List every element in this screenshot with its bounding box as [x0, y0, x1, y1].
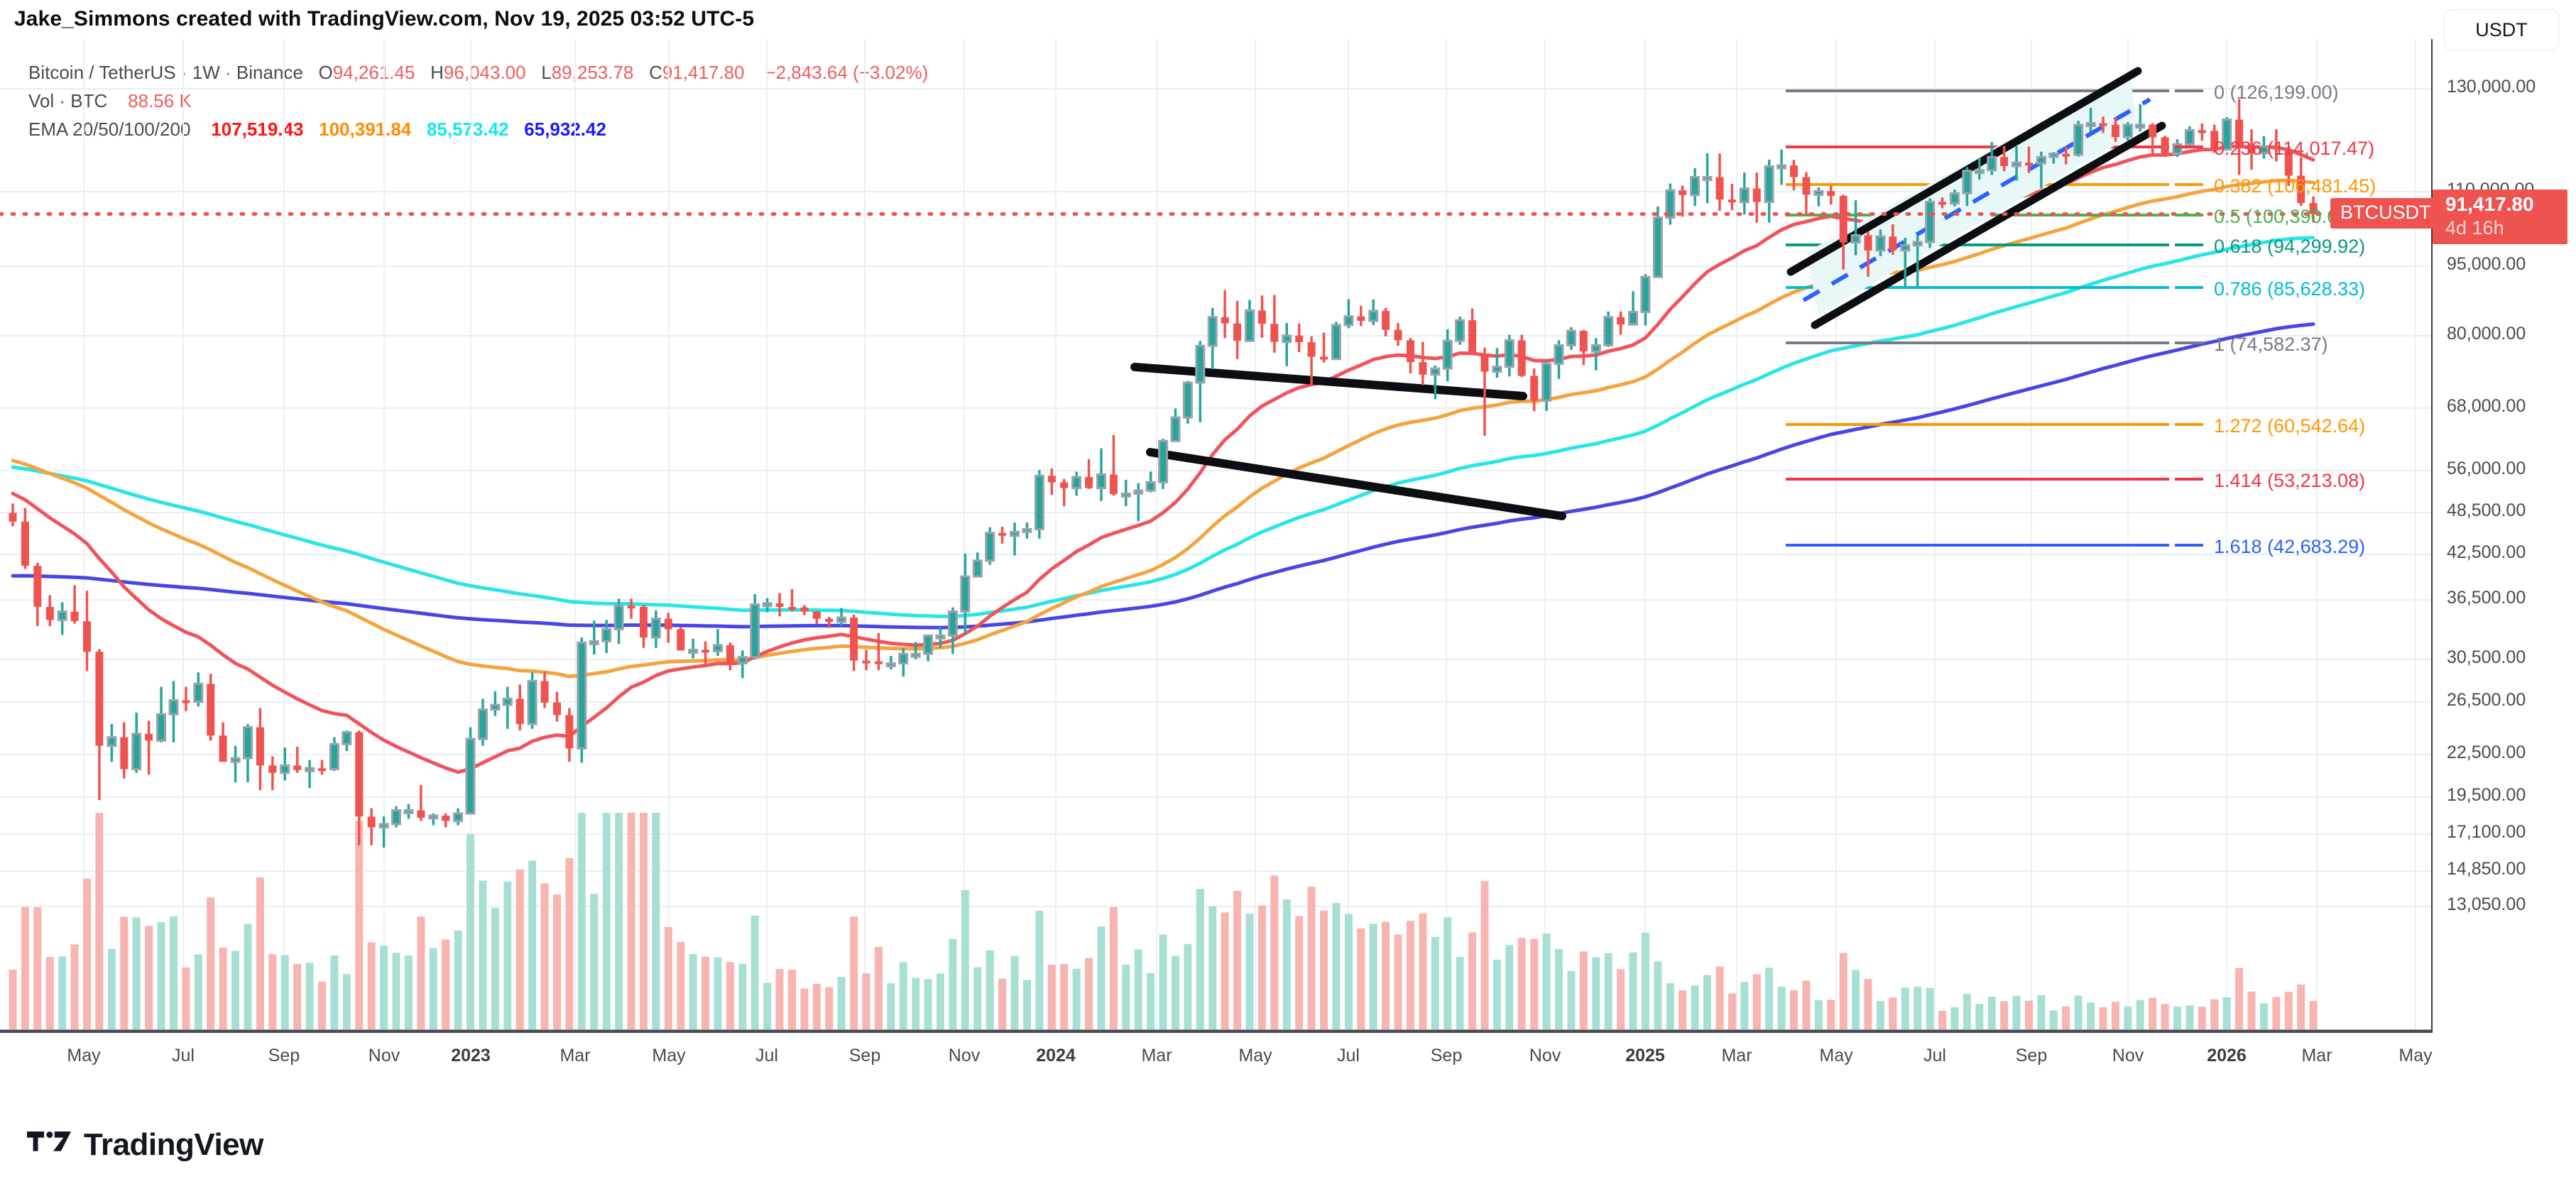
- price-tick: 17,100.00: [2447, 822, 2526, 842]
- legend-volume-label[interactable]: Vol · BTC: [28, 90, 108, 111]
- price-tick: 48,500.00: [2447, 500, 2526, 520]
- legend-dot-1: ·: [180, 62, 187, 83]
- ema200-line: [11, 322, 2315, 630]
- tradingview-brand: TradingView: [27, 1127, 263, 1163]
- fib-level-label: 1.414 (53,213.08): [2214, 470, 2365, 491]
- grid-lines: [0, 39, 2431, 1033]
- legend-ema50-value: 100,391.84: [319, 119, 412, 140]
- price-tick: 42,500.00: [2447, 542, 2526, 562]
- ema50-line: [11, 178, 2315, 679]
- price-tick: 14,850.00: [2447, 859, 2526, 879]
- time-scale[interactable]: May Jul Sep Nov 2023 Mar May Jul Sep Nov 2024 Mar Ma…: [0, 1033, 2433, 1083]
- legend-interval[interactable]: 1W: [192, 62, 220, 83]
- fib-level-label: 0.382 (106,481.45): [2214, 175, 2376, 197]
- price-tick: 22,500.00: [2447, 743, 2526, 762]
- legend-ema-label[interactable]: EMA 20/50/100/200: [28, 119, 191, 140]
- time-tick: 2024: [1036, 1046, 1076, 1065]
- legend-close-value: 91,417.80: [662, 62, 745, 83]
- legend-close-key: C: [649, 62, 662, 83]
- price-tick: 36,500.00: [2447, 588, 2526, 608]
- time-tick: Jul: [1337, 1046, 1360, 1065]
- fib-level-label: 1.272 (60,542.64): [2214, 415, 2365, 437]
- currency-chip[interactable]: USDT: [2444, 9, 2559, 50]
- time-tick: Nov: [948, 1046, 981, 1065]
- price-tick: 26,500.00: [2447, 690, 2526, 710]
- price-scale[interactable]: USDT 130,000.00110,000.0095,000.0080,000…: [2431, 9, 2576, 1033]
- candlesticks: [9, 99, 2318, 848]
- time-tick: Jul: [755, 1046, 778, 1065]
- time-tick: May: [652, 1046, 686, 1065]
- price-scale-divider: [2431, 39, 2433, 1033]
- time-tick: Nov: [1529, 1046, 1561, 1065]
- legend-exchange[interactable]: Binance: [236, 62, 303, 83]
- legend-volume-value: 88.56 K: [128, 90, 192, 111]
- time-tick: Mar: [1141, 1046, 1172, 1065]
- fib-level-label: 0 (126,199.00): [2214, 82, 2339, 103]
- price-tick: 68,000.00: [2447, 396, 2526, 416]
- time-tick: Sep: [1430, 1046, 1463, 1065]
- legend-open-value: 94,261.45: [332, 62, 415, 83]
- time-tick: May: [1238, 1046, 1272, 1065]
- time-tick: 2023: [451, 1046, 491, 1065]
- symbol-price-badge[interactable]: BTCUSDT: [2330, 198, 2441, 229]
- current-price-value: 91,417.80: [2445, 193, 2534, 216]
- time-tick: May: [67, 1046, 101, 1065]
- volume-bars: [0, 813, 2431, 1033]
- legend-row-ema: EMA 20/50/100/200 107,519.43 100,391.84 …: [28, 115, 928, 143]
- price-tick: 130,000.00: [2447, 77, 2536, 97]
- time-tick: Sep: [848, 1046, 881, 1065]
- price-tick: 19,500.00: [2447, 785, 2526, 805]
- watermark-credit: Jake_Simmons created with TradingView.co…: [14, 7, 755, 31]
- time-tick: 2026: [2207, 1046, 2247, 1065]
- fib-level-label: 1.618 (42,683.29): [2214, 536, 2365, 557]
- fib-level-label: 0.786 (85,628.33): [2214, 278, 2365, 300]
- time-scale-divider: [0, 1033, 2431, 1034]
- legend-low-key: L: [541, 62, 552, 83]
- tradingview-logo-icon: [27, 1132, 71, 1151]
- time-tick: Jul: [172, 1046, 195, 1065]
- fib-level-labels: 0 (126,199.00) 0.236 (114,017.47) 0.382 (1…: [2175, 82, 2376, 557]
- time-tick: Mar: [2301, 1046, 2332, 1065]
- time-tick: Mar: [1721, 1046, 1752, 1065]
- time-tick: May: [2398, 1046, 2433, 1065]
- legend-low-value: 89,253.78: [551, 62, 634, 83]
- tradingview-brand-name: TradingView: [84, 1127, 263, 1162]
- legend-ema20-value: 107,519.43: [211, 119, 304, 140]
- time-tick: 2025: [1625, 1046, 1665, 1065]
- legend-change: −2,843.64 (−3.02%): [765, 62, 929, 83]
- time-tick: Jul: [1923, 1046, 1946, 1065]
- legend-row-volume: Vol · BTC 88.56 K: [28, 87, 928, 115]
- time-tick: Nov: [368, 1046, 400, 1065]
- time-tick: Sep: [268, 1046, 300, 1065]
- legend-symbol[interactable]: Bitcoin / TetherUS: [28, 62, 176, 83]
- price-tick: 13,050.00: [2447, 894, 2526, 914]
- ema100-line: [11, 236, 2315, 618]
- fib-level-label: 0.618 (94,299.92): [2214, 236, 2365, 257]
- legend-high-value: 96,043.00: [443, 62, 526, 83]
- chart-legend: Bitcoin / TetherUS · 1W · Binance O94,26…: [28, 58, 928, 143]
- time-tick: Sep: [2015, 1046, 2048, 1065]
- fib-level-label: 0.236 (114,017.47): [2214, 138, 2374, 159]
- bar-countdown: 4d 16h: [2445, 217, 2504, 239]
- price-tick: 56,000.00: [2447, 459, 2526, 478]
- chart-plot-area[interactable]: 0 (126,199.00) 0.236 (114,017.47) 0.382 (1…: [0, 39, 2431, 1033]
- price-tick: 80,000.00: [2447, 324, 2526, 344]
- legend-high-key: H: [430, 62, 444, 83]
- time-tick: Mar: [560, 1046, 591, 1065]
- time-tick: Nov: [2112, 1046, 2144, 1065]
- legend-open-key: O: [318, 62, 333, 83]
- legend-ema200-value: 65,932.42: [524, 119, 606, 140]
- legend-dot-2: ·: [225, 62, 231, 83]
- current-price-tag[interactable]: 91,417.80 4d 16h: [2433, 190, 2567, 245]
- time-tick: May: [1819, 1046, 1853, 1065]
- fib-level-label: 1 (74,582.37): [2214, 334, 2328, 355]
- price-tick: 30,500.00: [2447, 647, 2526, 667]
- price-tick: 95,000.00: [2447, 254, 2526, 274]
- legend-ema100-value: 85,573.42: [426, 119, 509, 140]
- legend-row-symbol: Bitcoin / TetherUS · 1W · Binance O94,26…: [28, 58, 928, 87]
- chart-canvas[interactable]: 0 (126,199.00) 0.236 (114,017.47) 0.382 (1…: [0, 39, 2431, 1033]
